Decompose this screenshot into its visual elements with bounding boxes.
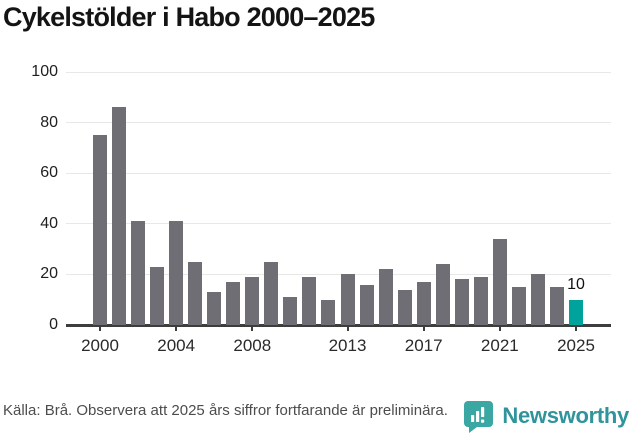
bar-2005 [188, 261, 203, 325]
x-axis-tick-label: 2017 [404, 336, 443, 355]
bar-2001 [112, 107, 127, 325]
x-axis-tick-label: 2000 [81, 336, 119, 355]
y-axis-tick-label: 100 [31, 63, 58, 80]
y-axis-tick-label: 60 [40, 164, 58, 182]
x-axis-tick [498, 326, 501, 331]
bar-2023 [530, 274, 545, 325]
page-title: Cykelstölder i Habo 2000–2025 [3, 2, 375, 32]
bar-2010 [283, 297, 298, 325]
data-label: 10 [567, 275, 585, 293]
x-axis-line [66, 323, 611, 327]
x-axis-tick [575, 326, 577, 331]
bar-2020 [473, 276, 488, 325]
x-axis-tick-label: 2008 [233, 336, 272, 355]
x-axis-tick [99, 326, 101, 331]
bar-2002 [131, 221, 146, 325]
x-axis-tick-label: 2004 [157, 336, 196, 355]
bar-chart-bubble-icon [464, 400, 494, 433]
bar-2019 [454, 279, 469, 325]
bar-2006 [207, 292, 222, 325]
bar-2012 [321, 299, 336, 325]
bar-2011 [302, 276, 317, 325]
bar-2007 [226, 282, 241, 325]
bar-2018 [435, 264, 450, 325]
bar-2016 [397, 289, 412, 325]
y-axis-tick-label: 20 [40, 265, 58, 283]
y-axis-tick-label: 0 [49, 316, 58, 333]
newsworthy-logo[interactable]: Newsworthy [463, 399, 629, 433]
y-axis-tick-label: 80 [40, 113, 58, 131]
bar-2025 [569, 299, 583, 325]
bar-2009 [264, 261, 279, 325]
bar-2003 [150, 266, 165, 325]
newsworthy-wordmark: Newsworthy [502, 403, 629, 428]
bar-2015 [378, 269, 393, 325]
x-axis-tick-label: 2025 [557, 336, 595, 355]
bar-2017 [416, 282, 431, 325]
bar-2014 [359, 284, 374, 325]
gridline [66, 172, 611, 174]
x-axis-tick [346, 326, 349, 331]
bar-2000 [93, 135, 107, 325]
y-axis-tick-label: 40 [40, 214, 58, 232]
x-axis-tick-label: 2013 [328, 336, 367, 355]
x-axis-tick [422, 326, 425, 331]
plot-area: 0 20 40 60 80 100 10 2000 2004 2008 2013 2017 2021 20… [31, 64, 611, 355]
source-note: Källa: Brå. Observera att 2025 års siffr… [3, 402, 448, 419]
x-axis-tick [251, 326, 254, 331]
x-axis-tick [175, 326, 178, 331]
bar-2013 [340, 274, 355, 325]
bar-2008 [245, 276, 260, 325]
bar-2022 [511, 287, 526, 325]
x-axis-tick-label: 2021 [480, 336, 519, 355]
gridline [66, 223, 611, 225]
bar-2021 [492, 238, 507, 325]
gridline [66, 273, 611, 275]
bar-2004 [169, 221, 184, 325]
gridline [66, 71, 611, 73]
bar-2024 [549, 287, 564, 325]
gridline [66, 122, 611, 124]
